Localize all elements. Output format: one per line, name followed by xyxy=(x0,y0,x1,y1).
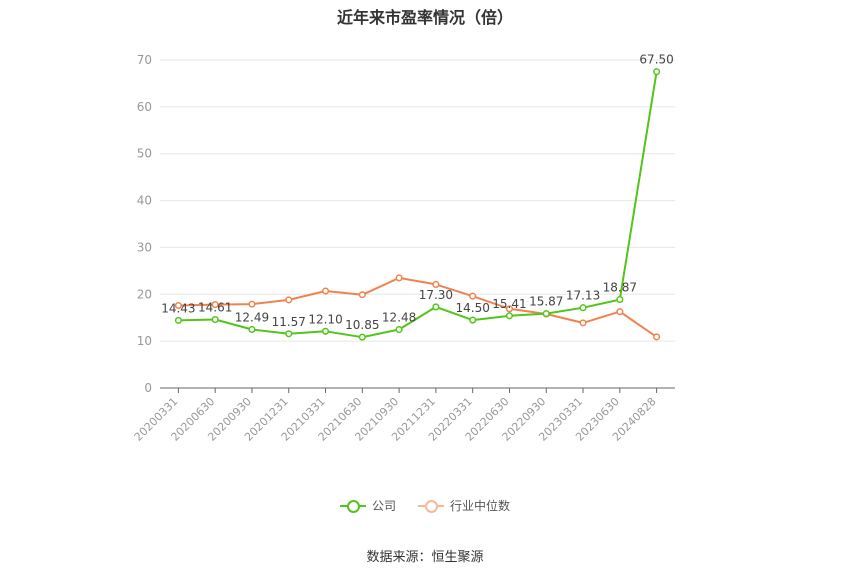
y-tick-label: 70 xyxy=(137,53,152,67)
company-data-label: 67.50 xyxy=(639,53,673,67)
company-point xyxy=(653,68,661,76)
industry-median-point xyxy=(432,280,440,288)
company-point xyxy=(321,327,330,335)
company-data-label: 18.87 xyxy=(603,281,637,295)
industry-median-point xyxy=(653,333,661,341)
industry-median-point xyxy=(579,319,587,327)
legend-item-industry-median[interactable]: 行业中位数 xyxy=(418,497,510,514)
company-point xyxy=(469,316,477,324)
company-data-label: 14.61 xyxy=(198,301,232,315)
series-layer xyxy=(174,68,661,341)
company-data-label: 15.41 xyxy=(492,297,526,311)
company-data-label: 10.85 xyxy=(345,318,379,332)
y-tick-label: 10 xyxy=(137,334,152,348)
y-tick-label: 50 xyxy=(137,147,152,161)
industry-median-point xyxy=(505,305,514,313)
chart-title: 近年来市盈率情况（倍） xyxy=(336,8,513,27)
company-data-label: 12.48 xyxy=(382,311,416,325)
industry-median-point xyxy=(285,296,293,304)
industry-median-point xyxy=(395,274,403,282)
company-series-line xyxy=(178,71,658,339)
company-point xyxy=(211,315,219,324)
company-data-label: 12.10 xyxy=(308,312,342,326)
legend-label-industry-median: 行业中位数 xyxy=(450,499,511,513)
industry-median-point xyxy=(211,301,219,309)
company-point xyxy=(505,312,514,320)
industry-median-point xyxy=(616,308,624,316)
industry-median-point xyxy=(358,291,366,299)
company-data-label: 12.49 xyxy=(235,310,269,324)
industry-median-series-line xyxy=(178,276,658,338)
legend-swatch-industry-median xyxy=(418,499,444,513)
company-data-label: 15.87 xyxy=(529,295,563,309)
company-data-label: 11.57 xyxy=(272,315,306,329)
company-point xyxy=(285,330,293,338)
legend: 公司 行业中位数 xyxy=(0,497,850,514)
data-source: 数据来源：恒生聚源 xyxy=(366,550,484,565)
company-point xyxy=(174,316,182,324)
company-data-label: 14.50 xyxy=(455,301,489,315)
company-data-label: 17.13 xyxy=(566,289,600,303)
y-tick-label: 60 xyxy=(137,100,152,114)
y-tick-label: 30 xyxy=(137,240,152,254)
industry-median-point xyxy=(469,292,477,300)
industry-median-point xyxy=(321,287,330,295)
company-point xyxy=(248,325,256,334)
company-point xyxy=(579,304,587,312)
grid-layer xyxy=(160,59,675,342)
legend-swatch-company xyxy=(339,499,366,513)
industry-median-point xyxy=(174,301,182,310)
company-point xyxy=(616,296,624,304)
company-point xyxy=(358,333,366,341)
company-data-label: 14.43 xyxy=(161,301,195,315)
company-point xyxy=(395,325,403,334)
company-data-label: 17.30 xyxy=(419,288,453,302)
industry-median-point xyxy=(248,300,256,308)
legend-item-company[interactable]: 公司 xyxy=(339,497,396,514)
y-tick-label: 0 xyxy=(144,381,152,395)
y-tick-label: 40 xyxy=(137,194,152,208)
company-point xyxy=(542,310,550,318)
legend-label-company: 公司 xyxy=(371,499,396,513)
company-point xyxy=(432,303,440,311)
axis-layer: 0102030405060702020033120200630202009302… xyxy=(132,53,675,444)
y-tick-label: 20 xyxy=(137,287,152,301)
